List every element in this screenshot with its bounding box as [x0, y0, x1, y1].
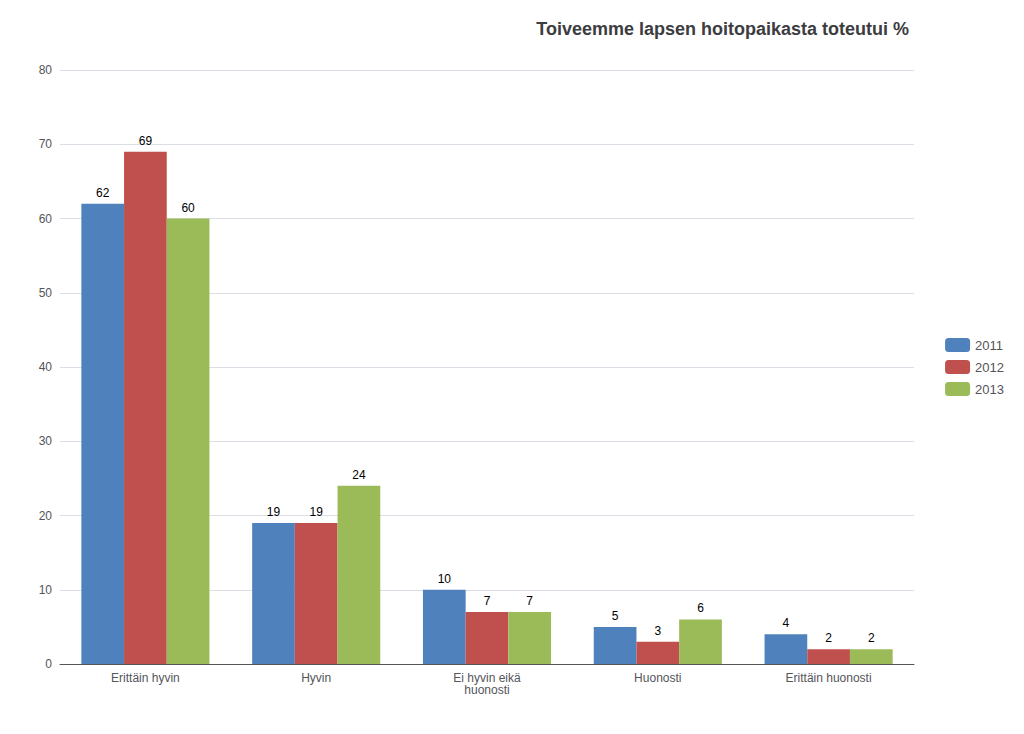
svg-text:62: 62	[96, 186, 110, 200]
svg-text:80: 80	[39, 63, 53, 77]
svg-text:3: 3	[654, 624, 661, 638]
svg-text:5: 5	[612, 609, 619, 623]
svg-text:Huonosti: Huonosti	[634, 671, 681, 685]
svg-text:0: 0	[45, 657, 52, 671]
svg-text:Ei hyvin eikä: Ei hyvin eikä	[453, 671, 521, 685]
svg-text:2012: 2012	[975, 360, 1004, 375]
svg-text:60: 60	[39, 212, 53, 226]
svg-text:2: 2	[868, 631, 875, 645]
svg-text:Toiveemme lapsen hoitopaikasta: Toiveemme lapsen hoitopaikasta toteutui …	[536, 19, 909, 39]
svg-text:60: 60	[181, 201, 195, 215]
svg-text:2011: 2011	[975, 338, 1003, 353]
svg-text:19: 19	[310, 505, 324, 519]
svg-text:2013: 2013	[975, 382, 1004, 397]
svg-text:7: 7	[526, 594, 533, 608]
svg-text:40: 40	[39, 360, 53, 374]
svg-text:6: 6	[697, 601, 704, 615]
svg-text:Erittäin huonosti: Erittäin huonosti	[786, 671, 872, 685]
svg-text:69: 69	[139, 134, 153, 148]
svg-text:4: 4	[783, 616, 790, 630]
svg-text:10: 10	[39, 583, 53, 597]
svg-text:2: 2	[825, 631, 832, 645]
svg-text:50: 50	[39, 286, 53, 300]
svg-text:Erittäin hyvin: Erittäin hyvin	[111, 671, 180, 685]
svg-text:7: 7	[484, 594, 491, 608]
svg-text:Hyvin: Hyvin	[301, 671, 331, 685]
svg-text:30: 30	[39, 434, 53, 448]
svg-text:10: 10	[438, 572, 452, 586]
svg-text:huonosti: huonosti	[464, 683, 509, 697]
svg-text:24: 24	[352, 468, 366, 482]
svg-text:19: 19	[267, 505, 281, 519]
svg-text:20: 20	[39, 509, 53, 523]
svg-text:70: 70	[39, 137, 53, 151]
